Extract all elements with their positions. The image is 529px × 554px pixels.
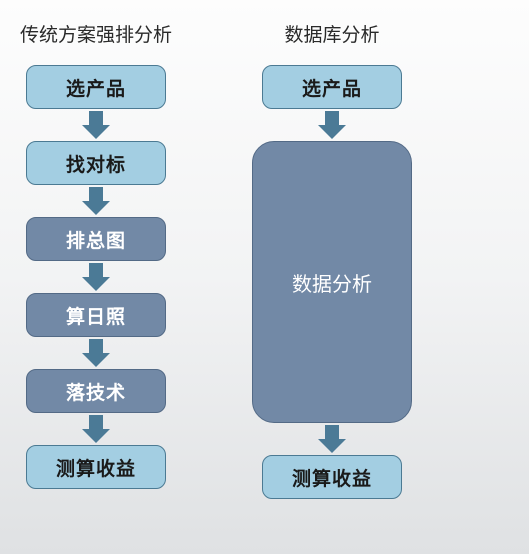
arrow-icon	[82, 263, 110, 291]
arrow-icon	[82, 339, 110, 367]
left-node-2: 排总图	[26, 217, 166, 261]
right-big-node-label: 数据分析	[292, 268, 372, 297]
left-node-3-label: 算日照	[66, 302, 126, 329]
right-bottom-node: 测算收益	[262, 455, 402, 499]
arrow-icon	[318, 425, 346, 453]
diagram-container: 传统方案强排分析 选产品 找对标 排总图 算日照 落技术 测算收益 数据库分析 …	[0, 0, 529, 554]
arrow-icon	[82, 415, 110, 443]
left-node-4: 落技术	[26, 369, 166, 413]
arrow-icon	[318, 111, 346, 139]
right-big-node: 数据分析	[252, 141, 412, 423]
left-node-4-label: 落技术	[66, 378, 126, 405]
left-node-1-label: 找对标	[66, 150, 126, 177]
left-node-2-label: 排总图	[66, 226, 126, 253]
left-node-5-label: 测算收益	[56, 454, 136, 481]
arrow-icon	[82, 187, 110, 215]
left-node-1: 找对标	[26, 141, 166, 185]
arrow-icon	[82, 111, 110, 139]
left-node-0: 选产品	[26, 65, 166, 109]
left-column: 传统方案强排分析 选产品 找对标 排总图 算日照 落技术 测算收益	[20, 20, 172, 534]
left-title: 传统方案强排分析	[20, 20, 172, 47]
right-column: 数据库分析 选产品 数据分析 测算收益	[252, 20, 412, 534]
right-title: 数据库分析	[285, 20, 380, 47]
left-node-5: 测算收益	[26, 445, 166, 489]
left-node-0-label: 选产品	[66, 74, 126, 101]
right-top-node: 选产品	[262, 65, 402, 109]
right-top-node-label: 选产品	[302, 74, 362, 101]
left-node-3: 算日照	[26, 293, 166, 337]
right-bottom-node-label: 测算收益	[292, 464, 372, 491]
